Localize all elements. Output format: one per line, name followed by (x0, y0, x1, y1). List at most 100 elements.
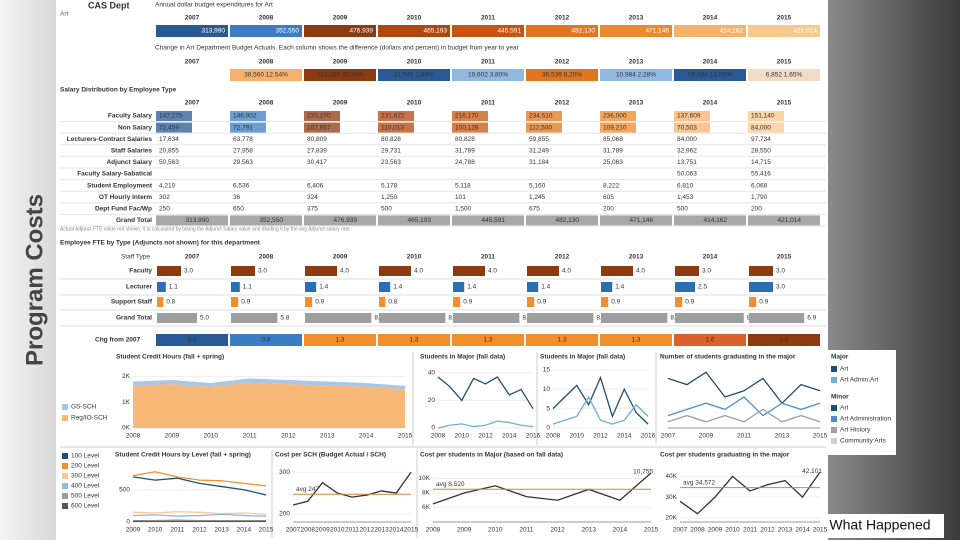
chart-title: Student Credit Hours (fall + spring) (116, 354, 224, 361)
fte-value: 6.9 (807, 315, 816, 322)
year-header: 2011 (481, 59, 495, 66)
salary-row-label: OT Hourly Interm (99, 194, 152, 201)
salary-value: 476,939 (334, 217, 358, 224)
x-tick-label: 2008 (426, 527, 441, 534)
fte-change-value: 1.6 (705, 337, 714, 344)
year-header: 2010 (407, 59, 422, 66)
level-legend-label: 100 Level (71, 453, 100, 460)
salary-value: 36 (233, 194, 241, 201)
y-tick-label: 1K (122, 399, 131, 406)
x-tick-label: 2013 (581, 527, 596, 534)
salary-value: 27,839 (307, 148, 327, 155)
legend-swatch (831, 427, 837, 433)
salary-value: 110,013 (381, 124, 404, 131)
fte-value: 4.0 (562, 268, 571, 275)
line (432, 472, 652, 505)
salary-value: 27,958 (233, 148, 253, 155)
salary-total-cell (378, 215, 450, 226)
x-tick-label: 2015 (259, 527, 274, 534)
fte-value: 4.0 (340, 268, 349, 275)
y-tick-label: 8K (422, 490, 431, 497)
x-tick-label: 2013 (214, 527, 229, 534)
salary-row-label: Grand Total (116, 217, 152, 224)
salary-value: 8,222 (603, 182, 620, 189)
budget-value: 313,990 (202, 28, 226, 35)
salary-cell (600, 111, 636, 121)
salary-value: 137,609 (677, 113, 701, 120)
x-tick-label: 2008 (431, 433, 446, 440)
level-legend-swatch (62, 473, 68, 479)
year-header: 2015 (777, 15, 792, 22)
fte-bar (379, 297, 386, 307)
salary-value: 28,550 (751, 148, 771, 155)
fte-bar (675, 297, 683, 307)
salary-row-label: Staff Salaries (111, 148, 153, 155)
fte-title: Employee FTE by Type (Adjuncts not shown… (60, 240, 261, 247)
fte-bar (527, 297, 535, 307)
fte-change-value: 1.3 (557, 337, 566, 344)
x-tick-label: 2013 (778, 527, 793, 534)
year-header: 2012 (555, 254, 570, 261)
salary-cell (748, 122, 784, 133)
y-tick-label: 2K (122, 373, 131, 380)
salary-value: 375 (307, 206, 318, 213)
fte-change-cell (156, 334, 228, 346)
salary-value: 1,790 (751, 194, 768, 201)
salary-value: 6,068 (751, 182, 768, 189)
change-value: 124,389 35.33% (316, 72, 364, 79)
x-tick-label: 2014 (502, 433, 517, 440)
fte-bar (749, 282, 773, 292)
x-tick-label: 2016 (526, 433, 541, 440)
fte-value: 0.9 (611, 299, 620, 306)
salary-row-label: Non Salary (118, 124, 152, 131)
x-tick-label: 2010 (488, 527, 503, 534)
salary-value: 13,751 (677, 159, 697, 166)
legend-label: Art History (840, 427, 871, 434)
fte-value: 1.4 (467, 284, 476, 291)
salary-title: Salary Distribution by Employee Type (60, 87, 177, 94)
budget-value: 482,130 (572, 28, 596, 35)
x-tick-label: 2014 (617, 433, 632, 440)
salary-cell (526, 111, 562, 121)
year-header: 2015 (777, 254, 792, 261)
salary-value: 5,178 (381, 182, 398, 189)
salary-value: 31,249 (529, 148, 549, 155)
right-gutter (828, 0, 960, 540)
year-header: 2013 (629, 15, 644, 22)
legend-panel (828, 350, 896, 455)
salary-value: 471,146 (630, 217, 654, 224)
salary-cell (304, 111, 340, 121)
x-tick-label: 2012 (192, 527, 207, 534)
chart-title: Students in Major (fall data) (540, 354, 625, 361)
salary-value: 80,828 (381, 136, 401, 143)
salary-value: 97,734 (751, 136, 771, 143)
budget-value: 476,939 (350, 28, 374, 35)
salary-value: 482,130 (556, 217, 580, 224)
end-label: 10,755 (633, 469, 653, 476)
salary-value: 6,810 (677, 182, 694, 189)
legend-swatch (831, 416, 837, 422)
salary-value: 59,855 (529, 136, 549, 143)
legend-label: Art Admin,Art (840, 377, 878, 384)
salary-cell (156, 111, 192, 121)
y-tick-label: 0 (546, 425, 550, 432)
year-header: 2008 (259, 100, 274, 107)
line (437, 376, 534, 410)
salary-value: 1,245 (529, 194, 546, 201)
x-tick-label: 2015 (398, 433, 413, 440)
year-header: 2011 (481, 100, 495, 107)
x-tick-label: 2008 (126, 433, 141, 440)
fte-change-cell (304, 334, 376, 346)
change-cell (230, 69, 302, 81)
salary-total-cell (452, 215, 524, 226)
salary-value: 1,500 (455, 206, 472, 213)
salary-value: 352,550 (260, 217, 284, 224)
x-tick-label: 2011 (170, 527, 184, 534)
level-legend-label: 200 Level (71, 463, 100, 470)
salary-value: 23,563 (381, 159, 401, 166)
salary-value: 4,210 (159, 182, 176, 189)
fte-value: 1.4 (541, 284, 550, 291)
fte-change-cell (452, 334, 524, 346)
y-tick-label: 300 (279, 469, 290, 476)
salary-cell (156, 122, 192, 133)
